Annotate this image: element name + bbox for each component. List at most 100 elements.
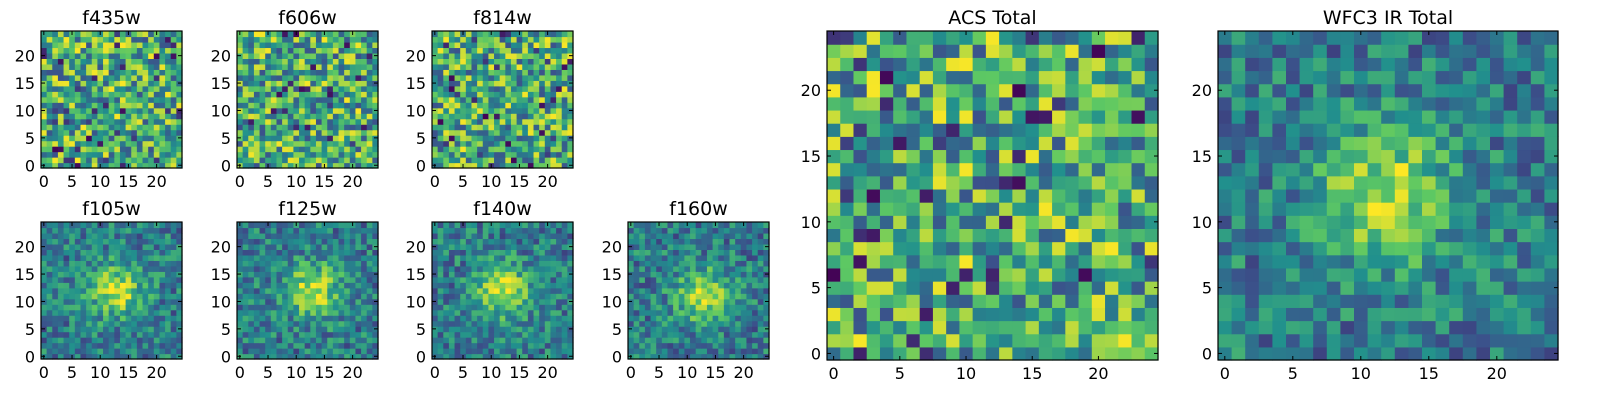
heatmap-cell [432,249,439,256]
heatmap-cell [706,282,714,289]
heatmap-cell [332,80,340,87]
heatmap-cell [690,282,697,289]
heatmap-cell [650,227,657,234]
heatmap-cell [276,243,283,250]
heatmap-cell [293,315,300,322]
heatmap-cell [667,238,674,245]
heatmap-cell [510,135,518,142]
heatmap-cell [533,118,540,125]
heatmap-cell [114,102,121,109]
heatmap-cell [287,31,294,38]
heatmap-cell [712,337,719,344]
heatmap-cell [321,238,328,245]
heatmap-cell [287,276,294,283]
heatmap-cell [690,309,697,316]
heatmap-cell [148,52,155,59]
heatmap-cell [287,36,294,43]
heatmap-cell [265,348,272,355]
heatmap-cell [349,146,357,153]
heatmap-cell [718,243,725,250]
heatmap-cell [293,254,300,261]
heatmap-cell [91,52,98,59]
heatmap-cell [237,157,244,164]
heatmap-cell [304,265,311,272]
heatmap-cell [114,80,121,87]
heatmap-cell [448,124,456,131]
heatmap-cell [499,151,506,158]
heatmap-cell [108,124,115,131]
heatmap-cell [372,85,379,92]
heatmap-cell [673,293,680,300]
heatmap-cell [332,254,340,261]
heatmap-cell [516,320,523,327]
heatmap-cell [494,348,501,355]
heatmap-cell [539,293,546,300]
heatmap-cell [315,254,323,261]
heatmap-cell [265,58,272,65]
heatmap-cell [57,315,65,322]
heatmap-cell [327,85,334,92]
heatmap-cell [1118,215,1133,229]
heatmap-cell [237,74,244,81]
heatmap-cell [516,254,523,261]
heatmap-cell [1052,267,1066,282]
heatmap-cell [695,232,702,240]
heatmap-cell [69,326,76,333]
heatmap-cell [684,298,691,305]
heatmap-cell [667,320,674,327]
heatmap-cell [706,243,714,250]
heatmap-cell [527,315,535,322]
heatmap-cell [176,304,183,311]
heatmap-cell [142,320,149,327]
heatmap-cell [282,309,289,316]
heatmap-cell [148,265,155,272]
heatmap-cell [259,140,266,147]
heatmap-cell [567,96,574,103]
heatmap-cell [344,124,351,131]
heatmap-cell [299,157,306,164]
heatmap-cell [355,326,362,333]
heatmap-cell [527,249,535,256]
heatmap-cell [265,85,272,92]
heatmap-cell [477,41,484,49]
heatmap-cell [477,113,484,120]
heatmap-cell [437,52,444,59]
heatmap-cell [259,309,266,316]
heatmap-cell [539,118,546,125]
heatmap-cell [259,36,266,43]
heatmap-cell [448,146,456,153]
heatmap-cell [432,276,439,283]
heatmap-cell [125,36,132,43]
heatmap-cell [253,41,261,49]
heatmap-cell [556,135,563,142]
heatmap-cell [170,118,177,125]
heatmap-cell [763,265,770,272]
heatmap-cell [159,129,166,136]
heatmap-cell [437,80,444,87]
heatmap-cell [242,353,249,360]
heatmap-cell [1078,333,1093,348]
heatmap-cell [136,151,144,158]
heatmap-cell [510,271,518,278]
heatmap-cell [499,157,506,164]
heatmap-cell [550,265,557,272]
heatmap-cell [270,162,278,169]
heatmap-cell [131,315,138,322]
heatmap-cell [853,307,868,322]
heatmap-cell [52,36,59,43]
heatmap-cell [533,69,540,76]
heatmap-cell [355,80,362,87]
heatmap-cell [165,331,172,338]
heatmap-cell [488,320,495,327]
heatmap-cell [460,232,467,240]
heatmap-cell [510,348,518,355]
heatmap-cell [932,149,947,164]
heatmap-cell [644,293,652,300]
heatmap-cell [488,113,495,120]
heatmap-cell [448,337,456,344]
heatmap-cell [332,69,340,76]
heatmap-cell [248,118,255,125]
heatmap-cell [148,80,155,87]
heatmap-cell [248,222,255,229]
heatmap-cell [125,91,132,98]
